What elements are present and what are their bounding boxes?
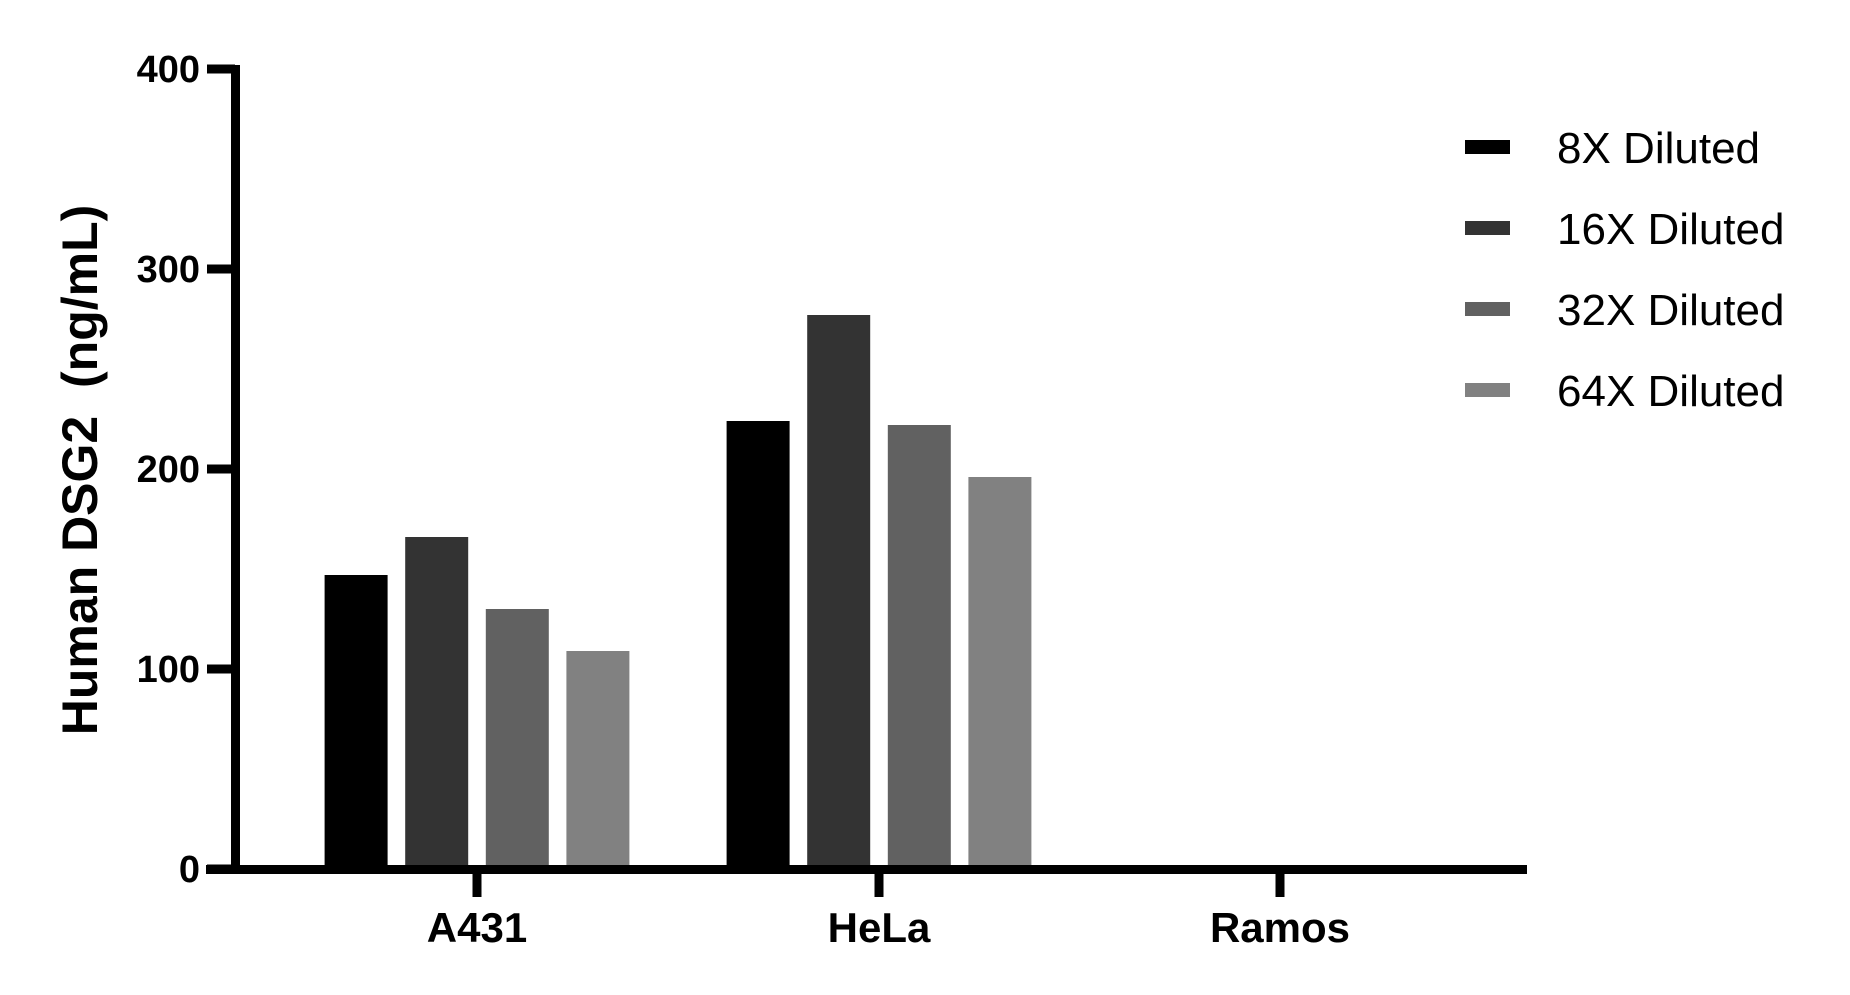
x-ticks: A431 HeLa Ramos <box>427 870 1350 951</box>
legend-label: 32X Diluted <box>1557 286 1784 335</box>
legend-label: 8X Diluted <box>1557 124 1760 173</box>
x-tick-mark <box>1275 870 1285 897</box>
legend-swatch <box>1465 140 1510 154</box>
y-tick-mark <box>207 264 235 274</box>
bar-a431-64x <box>566 651 630 869</box>
y-ticks: 0 100 200 300 400 <box>137 49 235 891</box>
y-tick-label: 400 <box>137 49 200 91</box>
y-axis: 0 100 200 300 400 <box>137 49 240 891</box>
legend-swatch <box>1465 383 1510 397</box>
y-axis-line <box>231 65 240 874</box>
bar-a431-32x <box>485 609 549 869</box>
bar-a431-8x <box>324 575 388 869</box>
bar-hela-16x <box>807 315 871 869</box>
bar-a431-16x <box>405 537 469 869</box>
legend-swatch <box>1465 302 1510 316</box>
bar-hela-8x <box>726 421 790 869</box>
x-category-label: HeLa <box>828 904 931 951</box>
y-tick-label: 300 <box>137 249 200 291</box>
y-axis-title: Human DSG2 (ng/mL) <box>52 205 108 736</box>
y-tick-mark <box>207 664 235 674</box>
y-tick-label: 100 <box>137 649 200 691</box>
x-category-label: A431 <box>427 904 527 951</box>
y-tick-label: 200 <box>137 449 200 491</box>
bars-group <box>324 315 1032 869</box>
bar-hela-32x <box>887 425 951 869</box>
y-tick-label: 0 <box>179 849 200 891</box>
legend: 8X Diluted 16X Diluted 32X Diluted 64X Dilu… <box>1465 124 1784 416</box>
legend-label: 64X Diluted <box>1557 367 1784 416</box>
x-category-label: Ramos <box>1210 904 1350 951</box>
x-tick-mark <box>874 870 884 897</box>
bar-hela-64x <box>968 477 1032 869</box>
x-tick-mark <box>472 870 482 897</box>
x-axis-line <box>206 865 1527 874</box>
x-axis: A431 HeLa Ramos <box>206 865 1527 951</box>
legend-label: 16X Diluted <box>1557 205 1784 254</box>
legend-swatch <box>1465 221 1510 235</box>
y-tick-mark <box>207 464 235 474</box>
y-tick-mark <box>207 64 235 74</box>
